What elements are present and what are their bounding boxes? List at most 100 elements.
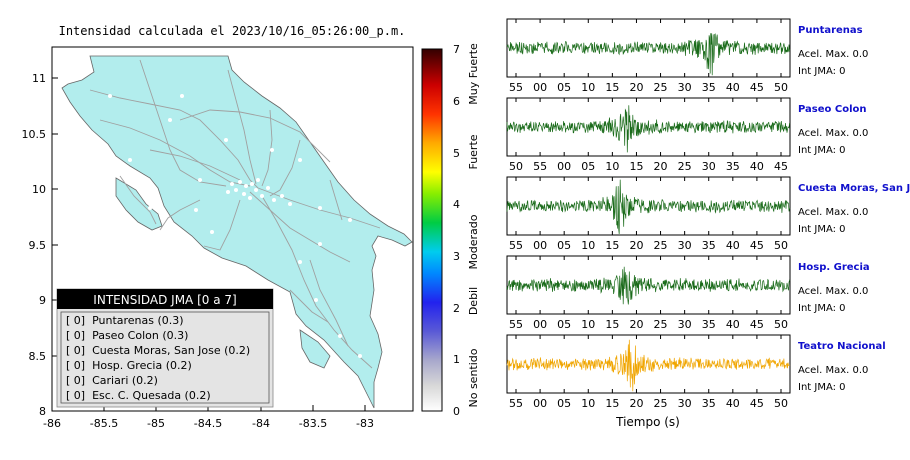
waveform-tick-label: 30 — [702, 160, 716, 173]
waveform-tick-label: 30 — [678, 397, 692, 410]
waveform-tick-label: 15 — [605, 81, 619, 94]
waveform-tick-label: 00 — [533, 81, 547, 94]
colorbar-tick: 0 — [453, 405, 460, 418]
waveform-trace — [506, 339, 791, 392]
station-name: Cuesta Moras, San Jose — [798, 183, 910, 194]
waveform-tick-label: 15 — [605, 397, 619, 410]
waveform-tick-label: 05 — [557, 397, 571, 410]
waveform-tick-label: 20 — [629, 318, 643, 331]
waveform-tick-label: 10 — [581, 81, 595, 94]
colorbar-tick: 6 — [453, 95, 460, 108]
waveform-tick-label: 50 — [774, 81, 788, 94]
colorbar-label: No sentido — [467, 348, 480, 407]
station-accel: Acel. Max. 0.0 — [798, 128, 868, 139]
map-x-tick: -83.5 — [299, 417, 327, 430]
colorbar-tick: 4 — [453, 198, 460, 211]
station-name: Puntarenas — [798, 25, 863, 36]
waveform-tick-label: 50 — [774, 318, 788, 331]
station-accel: Acel. Max. 0.0 — [798, 49, 868, 60]
station-intensity: Int JMA: 0 — [798, 145, 846, 156]
waveform-tick-label: 25 — [678, 160, 692, 173]
station-intensity: Int JMA: 0 — [798, 224, 846, 235]
station-intensity: Int JMA: 0 — [798, 382, 846, 393]
map-y-tick: 8 — [39, 405, 46, 418]
map-y-tick: 10 — [32, 183, 46, 196]
station-intensity: Int JMA: 0 — [798, 303, 846, 314]
waveform-tick-label: 40 — [750, 160, 764, 173]
map-y-tick: 11 — [32, 72, 46, 85]
waveform-tick-label: 55 — [509, 318, 523, 331]
map-y-tick: 10.5 — [22, 128, 47, 141]
map-y-tick: 9.5 — [29, 239, 47, 252]
waveform-tick-label: 35 — [702, 81, 716, 94]
map-x-tick: -84 — [252, 417, 270, 430]
waveform-trace — [506, 33, 791, 76]
waveform-tick-label: 30 — [678, 318, 692, 331]
waveform-tick-label: 55 — [509, 81, 523, 94]
waveform-tick-label: 00 — [533, 318, 547, 331]
station-dots — [108, 94, 362, 358]
colorbar-tick: 3 — [453, 250, 460, 263]
colorbar-tick: 1 — [453, 353, 460, 366]
nicoya-peninsula — [115, 177, 163, 231]
legend-item: [ 0] Puntarenas (0.3) — [66, 314, 184, 327]
map-title: Intensidad calculada el 2023/10/16_05:26… — [59, 24, 406, 38]
map-x-tick: -83 — [356, 417, 374, 430]
waveform-tick-label: 45 — [750, 397, 764, 410]
waveform-tick-label: 35 — [702, 239, 716, 252]
waveform-tick-label: 20 — [629, 397, 643, 410]
waveform-tick-label: 10 — [605, 160, 619, 173]
map-x-tick: -84.5 — [194, 417, 222, 430]
waveform-tick-label: 00 — [533, 239, 547, 252]
waveform-tick-label: 50 — [774, 239, 788, 252]
waveform-tick-label: 45 — [750, 81, 764, 94]
waveform-tick-label: 25 — [654, 318, 668, 331]
waveform-tick-label: 10 — [581, 239, 595, 252]
waveform-tick-label: 05 — [557, 81, 571, 94]
waveform-tick-label: 10 — [581, 397, 595, 410]
waveform-tick-label: 10 — [581, 318, 595, 331]
osa-peninsula — [299, 329, 331, 369]
map-y-tick: 9 — [39, 294, 46, 307]
map-x-axis: -86 -85.5 -85 -84.5 -84 -83.5 -83 — [43, 405, 374, 430]
road-network — [89, 59, 381, 369]
colorbar-label: Muy Fuerte — [467, 43, 480, 105]
station-name: Teatro Nacional — [798, 341, 886, 352]
waveform-tick-label: 50 — [774, 397, 788, 410]
legend-header-bg — [57, 289, 273, 309]
waveform-tick-label: 20 — [629, 239, 643, 252]
colorbar-ticks: 0 1 2 3 4 5 6 7 — [453, 43, 460, 418]
station-accel: Acel. Max. 0.0 — [798, 365, 868, 376]
waveform-tick-label: 40 — [726, 239, 740, 252]
legend-item: [ 0] Cuesta Moras, San Jose (0.2) — [66, 344, 250, 357]
legend-list-frame — [60, 311, 270, 404]
waveform-tick-label: 40 — [726, 81, 740, 94]
waveform-tick-label: 15 — [629, 160, 643, 173]
waveform-tick-label: 05 — [557, 318, 571, 331]
legend-item: [ 0] Cariari (0.2) — [66, 374, 158, 387]
station-accel: Acel. Max. 0.0 — [798, 207, 868, 218]
waveform-tick-label: 25 — [654, 397, 668, 410]
waveform-tick-label: 30 — [678, 81, 692, 94]
waveform-tick-label: 55 — [509, 397, 523, 410]
waveform-tick-label: 50 — [509, 160, 523, 173]
colorbar-labels: No sentido Debil Moderado Fuerte Muy Fue… — [467, 43, 480, 408]
map-y-tick: 8.5 — [29, 350, 47, 363]
legend-header: INTENSIDAD JMA [0 a 7] — [93, 293, 236, 307]
colorbar-label: Moderado — [467, 214, 480, 269]
station-intensity: Int JMA: 0 — [798, 66, 846, 77]
waveform-tick-label: 30 — [678, 239, 692, 252]
waveform-trace — [506, 179, 791, 234]
waveform-tick-label: 35 — [726, 160, 740, 173]
legend-item: [ 0] Paseo Colon (0.3) — [66, 329, 188, 342]
waveform-tick-label: 45 — [750, 239, 764, 252]
waveform-tick-label: 40 — [726, 397, 740, 410]
waveform-tick-label: 55 — [509, 239, 523, 252]
colorbar-label: Debil — [467, 287, 480, 315]
waveform-tick-label: 15 — [605, 239, 619, 252]
waveform-tick-label: 15 — [605, 318, 619, 331]
waveform-trace — [506, 266, 791, 305]
waveform-tick-label: 25 — [654, 239, 668, 252]
waveform-tick-label: 20 — [629, 81, 643, 94]
